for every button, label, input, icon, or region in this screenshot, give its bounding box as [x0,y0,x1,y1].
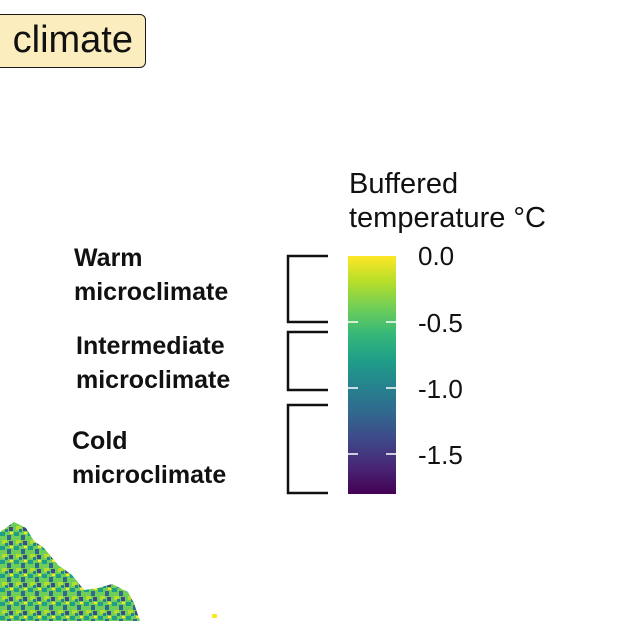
map-title: climate [12,19,133,61]
legend-title: Buffered temperature °C [349,167,546,235]
tick-label-0: 0.0 [418,241,455,271]
zone-label-line: Cold [72,427,128,455]
zone-label-line: microclimate [72,461,227,489]
zone-label-line: microclimate [74,278,229,306]
legend-title-line1: Buffered [349,168,459,200]
map-title-box: climate [0,14,146,68]
zone-label-line: microclimate [76,366,231,394]
legend-title-line2: temperature °C [349,202,546,234]
tick-label-2: -1.0 [418,374,463,404]
zone-label-line: Warm [74,244,143,272]
bracket-intermediate [286,330,328,392]
bracket-cold [286,403,328,495]
tick-label-1: -0.5 [418,308,463,338]
map-speck [212,614,217,618]
zone-label-cold: Cold microclimate [72,424,226,492]
map-region [0,522,140,621]
zone-label-warm: Warm microclimate [74,241,228,309]
colorbar [348,256,396,494]
bracket-warm [286,254,328,324]
tick-label-3: -1.5 [418,440,463,470]
zone-label-intermediate: Intermediate microclimate [76,329,230,397]
zone-label-line: Intermediate [76,332,225,360]
